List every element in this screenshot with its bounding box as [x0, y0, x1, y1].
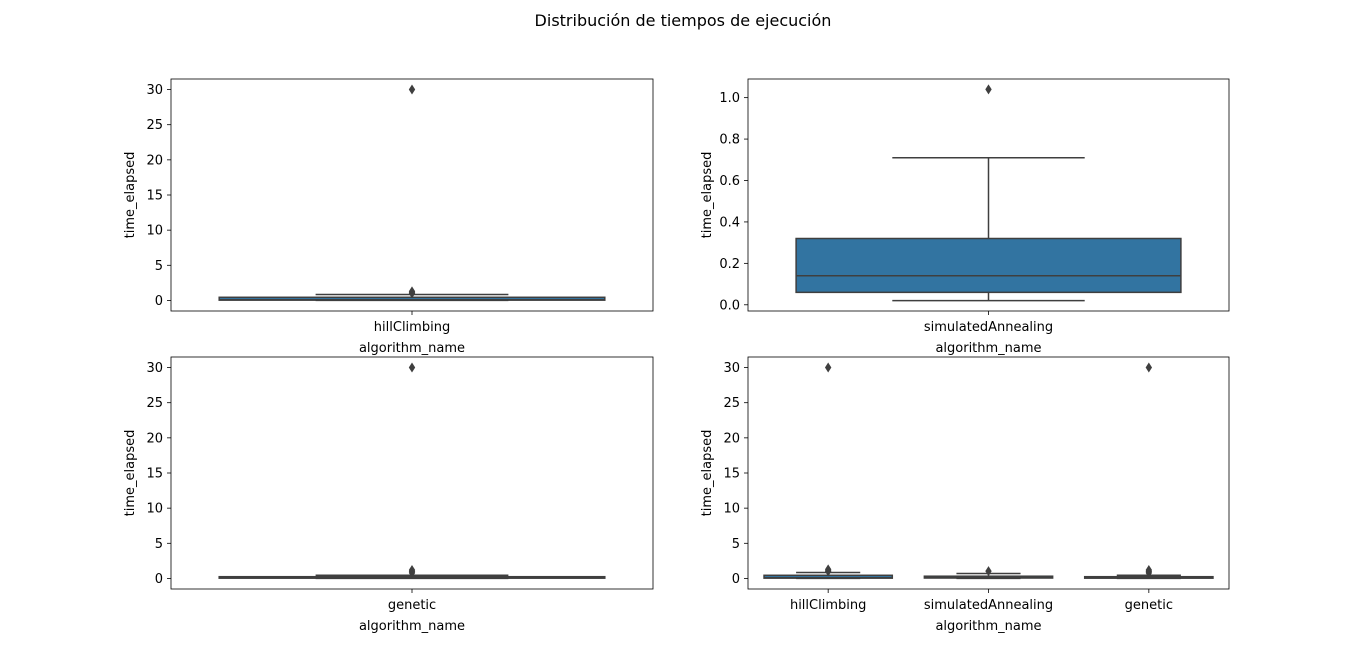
x-axis-label: algorithm_name [935, 619, 1041, 634]
y-tick-label: 30 [146, 361, 163, 376]
box-simulatedAnnealing [795, 84, 1182, 302]
outlier-point [824, 564, 832, 575]
y-tick-label: 0.8 [719, 133, 740, 148]
outlier-point [1145, 362, 1153, 373]
figure-title: Distribución de tiempos de ejecución [534, 11, 832, 30]
y-tick-label: 0 [155, 572, 163, 587]
y-tick-label: 15 [146, 189, 163, 204]
y-tick-label: 30 [723, 361, 740, 376]
y-tick-label: 15 [146, 467, 163, 482]
outlier-point [1145, 565, 1153, 576]
y-tick-label: 25 [146, 396, 163, 411]
x-tick-label: genetic [1125, 598, 1173, 613]
outlier-point [824, 362, 832, 373]
y-tick-label: 10 [146, 224, 163, 239]
x-tick-label: genetic [388, 598, 436, 613]
outlier-point [985, 566, 992, 577]
y-tick-label: 20 [723, 431, 740, 446]
x-axis-label: algorithm_name [359, 619, 465, 634]
y-tick-label: 5 [155, 259, 163, 274]
axes-frame [747, 356, 1230, 590]
y-tick-label: 10 [146, 502, 163, 517]
y-axis-label: time_elapsed [123, 430, 138, 517]
axes-frame [170, 78, 654, 312]
axes-frame [170, 356, 654, 590]
x-axis-label: algorithm_name [359, 341, 465, 356]
y-tick-label: 0 [732, 572, 740, 587]
box-hillClimbing [763, 362, 894, 580]
box-hillClimbing [218, 84, 606, 302]
x-tick-label: hillClimbing [790, 598, 866, 613]
y-tick-label: 0.4 [719, 215, 740, 230]
y-tick-label: 15 [723, 467, 740, 482]
outlier-point [985, 84, 992, 95]
outlier-point [408, 565, 416, 576]
y-tick-label: 5 [155, 537, 163, 552]
box-simulatedAnnealing [923, 566, 1054, 580]
outlier-point [408, 286, 416, 297]
y-tick-label: 0.0 [719, 298, 740, 313]
box-iqr [795, 237, 1182, 294]
y-axis-label: time_elapsed [123, 152, 138, 239]
x-tick-label: hillClimbing [374, 320, 450, 335]
x-tick-label: simulatedAnnealing [924, 320, 1053, 335]
x-axis-label: algorithm_name [935, 341, 1041, 356]
y-tick-label: 0.2 [719, 257, 740, 272]
outlier-point [408, 362, 416, 373]
y-tick-label: 25 [146, 118, 163, 133]
box-genetic [1083, 362, 1214, 580]
y-tick-label: 25 [723, 396, 740, 411]
y-tick-label: 30 [146, 83, 163, 98]
y-tick-label: 1.0 [719, 91, 740, 106]
y-tick-label: 0.6 [719, 174, 740, 189]
y-tick-label: 0 [155, 294, 163, 309]
subplot-1: 0 5 10 15 20 25 30 hillClimbing algorithm_name ti… [123, 78, 654, 356]
subplot-2: 0.0 0.2 0.4 0.6 0.8 1.0 simulatedAnnealing algo… [700, 78, 1230, 356]
box-genetic [218, 362, 606, 580]
outlier-point [408, 84, 416, 95]
subplot-3: 0 5 10 15 20 25 30 genetic algorithm_name time_el… [123, 356, 654, 634]
y-tick-label: 20 [146, 153, 163, 168]
y-tick-label: 20 [146, 431, 163, 446]
x-tick-label: simulatedAnnealing [924, 598, 1053, 613]
y-tick-label: 5 [732, 537, 740, 552]
subplot-4: 0 5 10 15 20 25 30 hillClimbing simulatedAnneali… [700, 356, 1230, 634]
y-tick-label: 10 [723, 502, 740, 517]
y-axis-label: time_elapsed [700, 152, 715, 239]
y-axis-label: time_elapsed [700, 430, 715, 517]
